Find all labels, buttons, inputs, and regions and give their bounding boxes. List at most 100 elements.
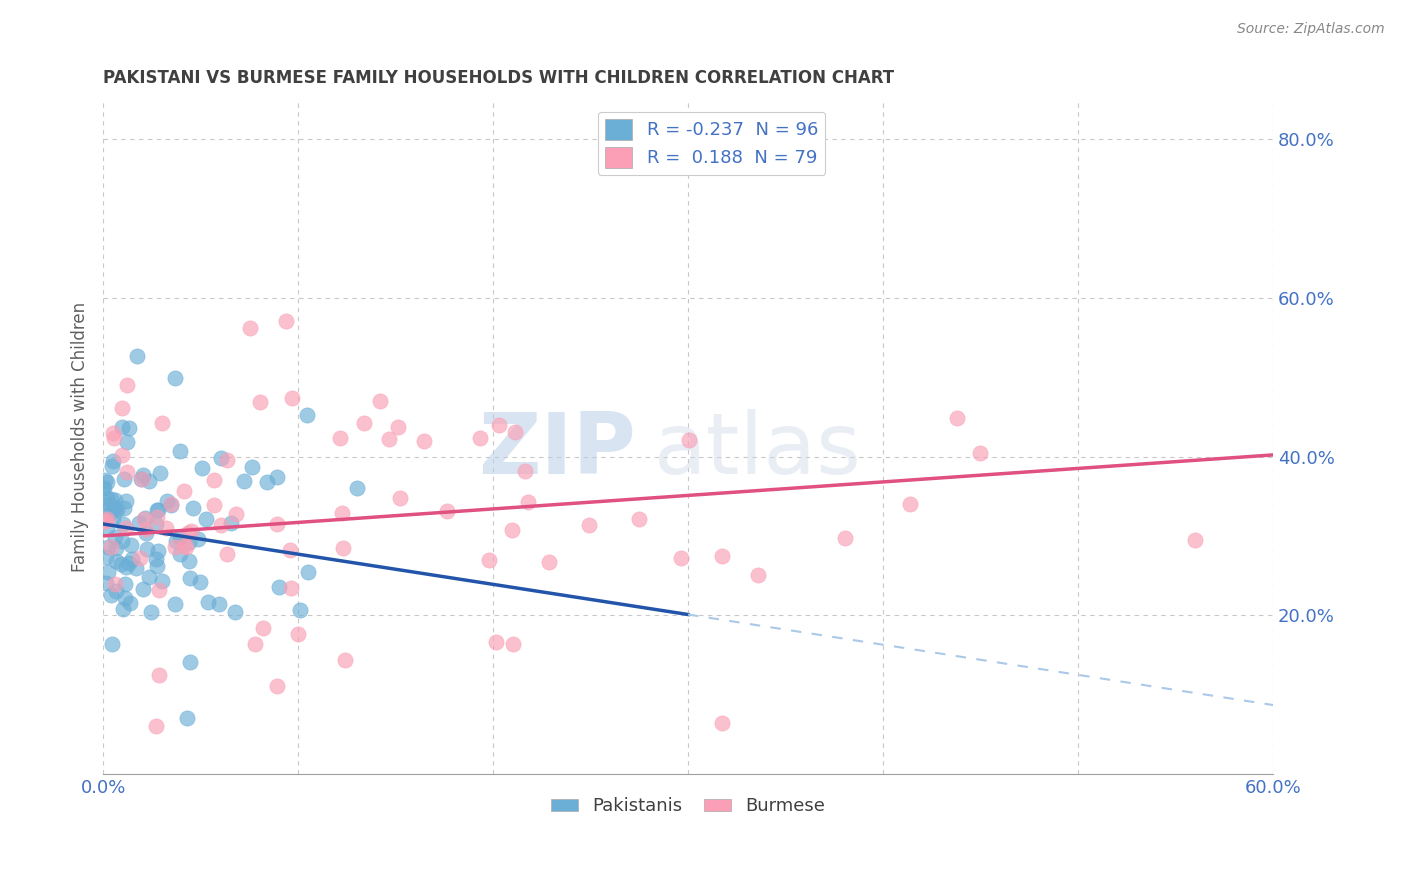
Point (120, 539, 142, 553)
Point (101, 425, 124, 440)
Point (156, 494, 179, 508)
Point (501, 523, 523, 537)
Point (710, 549, 733, 563)
Point (115, 494, 138, 508)
Text: ZIP: ZIP (478, 409, 636, 491)
Point (112, 602, 135, 616)
Point (179, 554, 201, 568)
Point (297, 408, 319, 422)
Point (94, 473, 117, 487)
Point (93, 482, 115, 496)
Point (180, 524, 202, 539)
Point (159, 498, 181, 512)
Point (209, 451, 232, 466)
Point (297, 565, 319, 579)
Point (148, 667, 170, 681)
Point (225, 508, 247, 522)
Point (115, 378, 138, 392)
Point (118, 420, 141, 434)
Point (627, 511, 650, 525)
Point (485, 634, 508, 648)
Point (176, 711, 198, 725)
Point (125, 349, 148, 363)
Point (179, 655, 201, 669)
Point (388, 491, 411, 505)
Point (249, 394, 271, 409)
Point (330, 506, 353, 520)
Point (115, 559, 138, 574)
Point (266, 679, 288, 693)
Point (111, 448, 134, 462)
Point (346, 481, 368, 495)
Point (329, 430, 352, 444)
Point (266, 516, 288, 531)
Point (118, 596, 141, 610)
Point (413, 434, 436, 449)
Point (146, 558, 169, 573)
Point (97, 501, 120, 516)
Point (287, 627, 309, 641)
Point (141, 605, 163, 619)
Point (148, 544, 170, 558)
Point (135, 522, 157, 536)
Point (96, 475, 118, 490)
Point (173, 539, 195, 553)
Point (252, 621, 274, 635)
Point (134, 511, 156, 525)
Point (332, 541, 354, 555)
Point (132, 467, 155, 482)
Point (112, 500, 135, 515)
Point (163, 597, 186, 611)
Point (281, 392, 304, 406)
Point (104, 577, 127, 591)
Point (131, 472, 153, 486)
Point (97, 540, 120, 554)
Point (174, 540, 197, 554)
Point (100, 541, 122, 555)
Point (217, 547, 239, 561)
Point (100, 588, 122, 602)
Point (678, 433, 700, 447)
Point (145, 551, 167, 566)
Point (188, 574, 211, 589)
Point (118, 556, 141, 570)
Point (747, 568, 769, 582)
Point (96, 512, 118, 526)
Point (1184, 533, 1206, 547)
Point (502, 637, 524, 651)
Point (94, 549, 117, 564)
Point (104, 584, 127, 599)
Point (436, 504, 458, 518)
Point (278, 543, 301, 558)
Point (97, 565, 120, 579)
Point (149, 466, 172, 480)
Point (269, 580, 291, 594)
Point (146, 510, 169, 524)
Point (115, 521, 138, 535)
Point (111, 533, 134, 548)
Point (104, 502, 127, 516)
Point (112, 517, 135, 532)
Point (169, 443, 191, 458)
Point (114, 591, 136, 606)
Point (232, 475, 254, 489)
Point (478, 553, 501, 567)
Point (256, 475, 278, 489)
Point (132, 582, 155, 597)
Point (280, 581, 302, 595)
Point (160, 496, 183, 510)
Point (128, 516, 150, 530)
Point (101, 511, 124, 525)
Point (239, 320, 262, 334)
Point (202, 473, 225, 487)
Point (169, 530, 191, 544)
Point (517, 495, 540, 509)
Point (110, 557, 132, 571)
Point (103, 500, 125, 514)
Point (179, 535, 201, 549)
Point (115, 465, 138, 479)
Point (98, 497, 121, 511)
Point (101, 637, 124, 651)
Point (100, 491, 122, 506)
Point (488, 417, 510, 432)
